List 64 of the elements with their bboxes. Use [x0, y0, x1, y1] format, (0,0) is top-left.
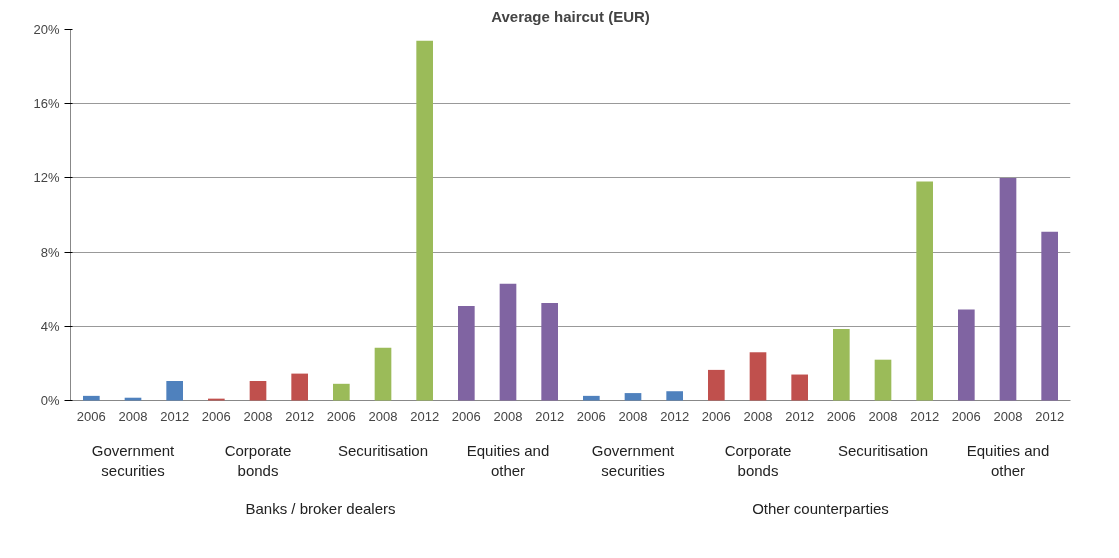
x-tick-label: 2008: [743, 408, 773, 424]
y-tick-label: 0%: [40, 393, 60, 408]
x-tick-label: 2006: [576, 408, 606, 424]
bar: [1041, 231, 1058, 401]
x-tick-label: 2012: [1035, 408, 1065, 424]
bar: [541, 303, 558, 401]
x-tick-label: 2006: [701, 408, 731, 424]
x-tick-label: 2006: [826, 408, 856, 424]
text: Government securities: [591, 441, 676, 479]
x-tick-label: 2008: [118, 408, 148, 424]
bar: [124, 397, 142, 401]
x-tick-label: 2008: [618, 408, 648, 424]
text: Government securities: [91, 441, 176, 479]
text: Equities and other: [966, 441, 1050, 479]
chart-title: Average haircut (EUR): [491, 7, 650, 25]
x-tick-label: 2012: [285, 408, 315, 424]
text: Banks / broker dealers: [245, 499, 396, 517]
x-tick-label: 2006: [451, 408, 481, 424]
bar: [624, 393, 642, 401]
x-tick-label: 2008: [243, 408, 273, 424]
x-tick-label: 2006: [326, 408, 356, 424]
x-tick-label: 2012: [660, 408, 690, 424]
bar: [708, 369, 725, 401]
x-tick-label: 2012: [785, 408, 815, 424]
y-tick-label: 20%: [33, 22, 60, 37]
bar: [458, 305, 475, 401]
bar: [499, 283, 517, 401]
text: Corporate bonds: [724, 441, 792, 479]
bar: [291, 373, 308, 401]
x-tick-label: 2012: [160, 408, 190, 424]
x-tick-label: 2012: [535, 408, 565, 424]
x-tick-label: 2008: [868, 408, 898, 424]
bar: [749, 352, 767, 401]
bar: [833, 329, 850, 401]
bar: [333, 383, 350, 401]
text: Securitisation: [837, 441, 929, 459]
x-tick-label: 2006: [951, 408, 981, 424]
bar: [583, 395, 600, 401]
text: Equities and other: [466, 441, 550, 479]
x-tick-label: 2012: [410, 408, 440, 424]
bar: [666, 391, 683, 401]
y-tick-label: 16%: [33, 96, 60, 112]
x-tick-label: 2006: [201, 408, 231, 424]
bar: [166, 381, 183, 401]
bar: [916, 181, 933, 401]
y-tick-label: 4%: [40, 318, 60, 334]
bar: [874, 359, 892, 401]
bar: [83, 395, 100, 401]
y-tick-label: 8%: [40, 244, 60, 260]
x-tick-label: 2008: [993, 408, 1023, 424]
text: Other counterparties: [752, 499, 889, 517]
text: Securitisation: [337, 441, 429, 459]
y-tick-label: 12%: [33, 170, 60, 186]
bar: [416, 40, 433, 401]
bar: [958, 309, 975, 401]
bar: [249, 381, 267, 401]
bar: [999, 177, 1017, 401]
bar: [374, 347, 392, 401]
x-tick-label: 2008: [368, 408, 398, 424]
bar: [791, 374, 808, 401]
x-tick-label: 2012: [910, 408, 940, 424]
x-tick-label: 2008: [493, 408, 523, 424]
text: Corporate bonds: [224, 441, 292, 479]
x-tick-label: 2006: [76, 408, 106, 424]
